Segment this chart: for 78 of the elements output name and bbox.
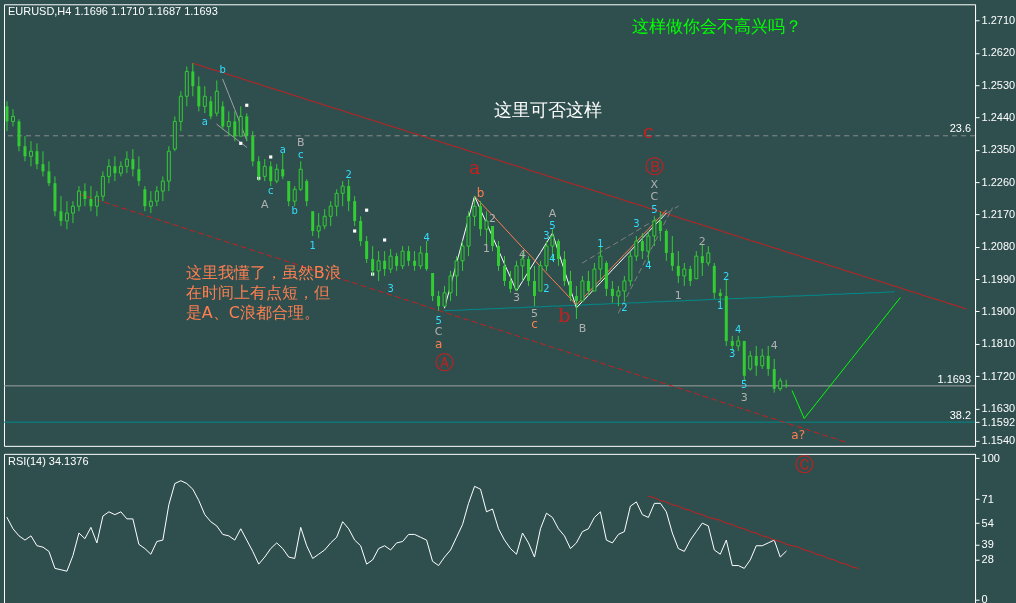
annotation: 4: [423, 232, 430, 244]
annotation: 5: [435, 314, 442, 326]
y-tick-label: 1.2530: [981, 78, 1016, 91]
annotation: 2: [345, 169, 352, 181]
y-tick-label: 0: [981, 592, 988, 603]
annotation: b: [219, 64, 226, 76]
chart-title: RSI(14) 34.1376: [7, 454, 89, 467]
annotation: 5: [741, 378, 748, 390]
annotation: Ⓐ: [435, 350, 455, 373]
annotation: 3: [633, 218, 640, 230]
annotation: a: [279, 144, 286, 156]
annotation: X: [650, 178, 659, 192]
annotation: 3: [729, 347, 736, 359]
y-tick-label: 1.1810: [981, 337, 1016, 350]
annotation: 2: [543, 283, 550, 295]
y-tick-label: 1.2710: [981, 13, 1016, 26]
y-tick-label: 1.2260: [981, 175, 1016, 188]
annotation: 2: [621, 301, 628, 313]
y-tick-label: 1.1540: [981, 434, 1016, 447]
annotation: 4: [770, 338, 778, 352]
annotation: 4: [549, 253, 556, 265]
annotation: 1: [717, 299, 724, 311]
annotation: C: [650, 190, 659, 204]
annotation: 5: [651, 204, 658, 216]
annotation: 2: [489, 212, 497, 226]
annotation: 这样做你会不高兴吗？: [632, 16, 803, 37]
annotation: 4: [645, 260, 652, 272]
annotation: a?: [791, 427, 806, 442]
annotation: A: [548, 207, 557, 221]
annotation: b: [558, 303, 571, 326]
y-tick-label: 1.1720: [981, 369, 1016, 382]
annotation: b: [291, 205, 298, 217]
annotation: 2: [698, 235, 706, 249]
y-tick-label: 71: [981, 492, 994, 505]
y-tick-label: 1.2170: [981, 207, 1016, 220]
y-tick-label: 1.2350: [981, 143, 1016, 156]
y-tick-label: 28: [981, 553, 994, 566]
y-tick-label: 1.1900: [981, 304, 1016, 317]
annotation: 1: [309, 240, 316, 252]
y-tick-label: 54: [981, 516, 994, 529]
annotation: 1: [597, 238, 604, 250]
annotation: 这里我懂了，虽然B浪在时间上有点短，但是A、C浪都合理。: [185, 263, 341, 322]
chart-title: EURUSD,H4 1.1696 1.1710 1.1687 1.1693: [7, 5, 218, 18]
y-tick-label: 1.2080: [981, 240, 1016, 253]
annotation: 3: [513, 291, 520, 304]
annotation: 38.2: [949, 408, 972, 421]
annotation: 这里可否这样: [494, 99, 603, 121]
annotation: c: [297, 149, 304, 161]
annotation: 23.6: [949, 122, 972, 135]
annotation: 5: [549, 220, 556, 232]
annotation: c: [643, 120, 654, 143]
annotation: C: [434, 324, 443, 338]
y-tick-label: 1.1630: [981, 401, 1016, 414]
y-tick-label: 1.1990: [981, 272, 1016, 285]
y-tick-label: 39: [981, 537, 994, 550]
annotation: a: [468, 156, 481, 179]
y-tick-label: 100: [981, 451, 1000, 464]
annotation: a: [434, 336, 443, 351]
annotation: 2: [723, 271, 730, 283]
annotation: A: [260, 198, 269, 212]
annotation: b: [476, 186, 485, 201]
annotation: 1: [674, 289, 682, 302]
annotation: 4: [735, 323, 742, 335]
annotation: Ⓒ: [794, 452, 814, 475]
annotation: B: [578, 321, 587, 335]
annotation: B: [296, 136, 305, 150]
y-tick-label: 1.1592: [981, 415, 1016, 428]
ref-line-label: 1.1693: [937, 372, 972, 385]
annotation: a: [201, 116, 208, 128]
annotation: c: [267, 185, 274, 197]
annotation: 3: [740, 390, 748, 404]
annotation: 1: [483, 242, 491, 256]
annotation: 4: [518, 248, 526, 262]
y-tick-label: 1.2620: [981, 46, 1016, 59]
annotation: 3: [543, 230, 550, 242]
y-tick-label: 1.2440: [981, 110, 1016, 123]
annotation: 3: [387, 283, 394, 295]
annotation: Ⓑ: [644, 155, 664, 178]
